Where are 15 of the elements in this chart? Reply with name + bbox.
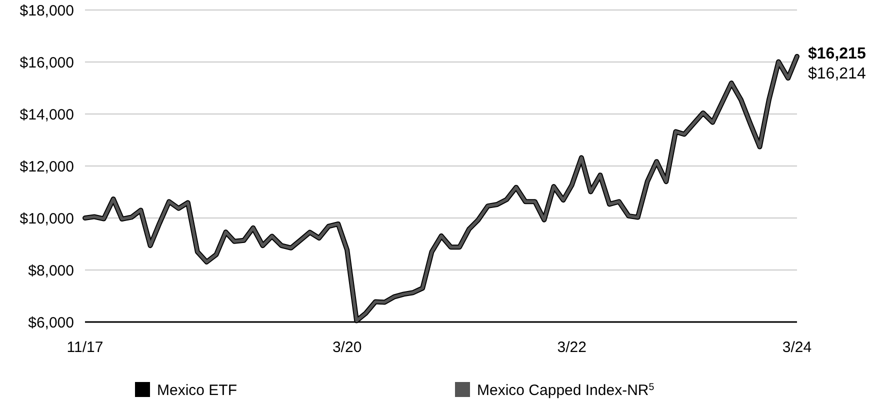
legend-label: Mexico ETF xyxy=(157,382,238,399)
x-tick-label: 3/22 xyxy=(557,339,586,356)
x-tick-label: 3/20 xyxy=(332,339,362,356)
y-tick-label: $16,000 xyxy=(20,54,74,72)
y-tick-label: $10,000 xyxy=(20,210,74,228)
y-tick-label: $8,000 xyxy=(28,262,74,280)
data-label: $16,214 xyxy=(808,65,866,82)
legend-label: Mexico Capped Index-NR$^{5}$ xyxy=(477,382,655,399)
y-tick-label: $12,000 xyxy=(20,158,74,176)
x-tick-label: 3/24 xyxy=(782,339,812,356)
y-tick-label: $14,000 xyxy=(20,106,74,124)
y-tick-label: $6,000 xyxy=(28,314,74,332)
data-label: $16,215 xyxy=(808,45,866,62)
y-tick-label: $18,000 xyxy=(20,2,74,20)
x-tick-label: 11/17 xyxy=(66,339,104,356)
